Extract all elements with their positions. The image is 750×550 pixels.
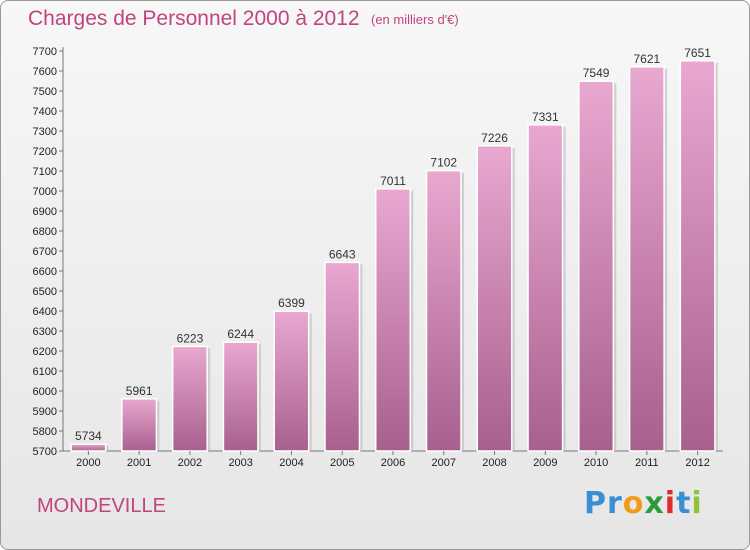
- y-tick-label: 7400: [33, 106, 57, 118]
- y-tick-label: 7300: [33, 126, 57, 138]
- bar: [578, 80, 615, 452]
- commune-name: MONDEVILLE: [37, 495, 166, 517]
- y-tick-label: 7200: [33, 146, 57, 158]
- x-tick-label: 2007: [432, 457, 456, 469]
- bar: [324, 261, 361, 452]
- y-tick-label: 6700: [33, 246, 57, 258]
- bar: [222, 341, 259, 452]
- y-tick-label: 6300: [33, 326, 57, 338]
- bar: [476, 145, 513, 452]
- y-tick-label: 5700: [33, 446, 57, 458]
- bar: [171, 345, 208, 452]
- y-tick-label: 5900: [33, 406, 57, 418]
- x-tick-label: 2002: [178, 457, 202, 469]
- x-tick-label: 2011: [635, 457, 659, 469]
- bar: [70, 443, 107, 452]
- data-label: 6244: [227, 327, 254, 341]
- chart-subtitle: (en milliers d'€): [371, 12, 459, 27]
- bar: [374, 188, 412, 452]
- x-tick-label: 2000: [76, 457, 100, 469]
- chart-title: Charges de Personnel 2000 à 2012: [28, 7, 360, 30]
- y-tick-label: 7000: [33, 186, 57, 198]
- y-tick-label: 7100: [33, 166, 57, 178]
- x-tick-label: 2008: [482, 457, 506, 469]
- logo-letter: P: [584, 486, 607, 521]
- logo-letter: i: [664, 486, 677, 521]
- x-tick-label: 2010: [584, 457, 608, 469]
- y-tick-label: 6600: [33, 266, 57, 278]
- bar: [527, 124, 564, 452]
- data-label: 7549: [583, 66, 610, 80]
- data-label: 7011: [380, 174, 406, 188]
- bar: [273, 310, 310, 452]
- y-tick-label: 7700: [33, 46, 57, 58]
- data-label: 7621: [633, 52, 660, 66]
- y-tick-label: 7600: [33, 66, 57, 78]
- bar: [679, 60, 716, 452]
- y-tick-label: 6800: [33, 226, 57, 238]
- bar: [628, 66, 665, 452]
- y-tick-label: 6500: [33, 286, 57, 298]
- data-label: 7651: [684, 46, 711, 60]
- x-tick-label: 2012: [685, 457, 709, 469]
- y-tick-label: 5800: [33, 426, 57, 438]
- y-tick-label: 6000: [33, 386, 57, 398]
- y-tick-label: 6200: [33, 346, 57, 358]
- logo-letter: i: [691, 486, 703, 521]
- logo-letter: x: [644, 486, 665, 521]
- data-label: 6223: [177, 331, 204, 345]
- data-label: 5734: [75, 429, 102, 443]
- x-tick-label: 2005: [330, 457, 354, 469]
- data-label: 7102: [430, 156, 457, 170]
- logo-letter: o: [622, 486, 645, 521]
- y-tick-label: 6100: [33, 366, 57, 378]
- y-tick-label: 6400: [33, 306, 57, 318]
- x-tick-label: 2006: [381, 457, 405, 469]
- proxiti-logo: Proxiti: [584, 486, 703, 521]
- y-tick-label: 7500: [33, 86, 57, 98]
- x-tick-label: 2003: [228, 457, 252, 469]
- bar: [121, 398, 158, 452]
- data-label: 5961: [126, 384, 153, 398]
- x-tick-label: 2001: [127, 457, 151, 469]
- y-tick-label: 6900: [33, 206, 57, 218]
- bar: [425, 169, 462, 452]
- data-label: 7331: [532, 110, 559, 124]
- logo-letter: r: [607, 486, 623, 521]
- logo-letter: t: [676, 486, 692, 521]
- x-tick-label: 2004: [279, 457, 303, 469]
- data-label: 6643: [329, 247, 356, 261]
- x-tick-label: 2009: [533, 457, 557, 469]
- data-label: 6399: [278, 296, 305, 310]
- data-label: 7226: [481, 131, 508, 145]
